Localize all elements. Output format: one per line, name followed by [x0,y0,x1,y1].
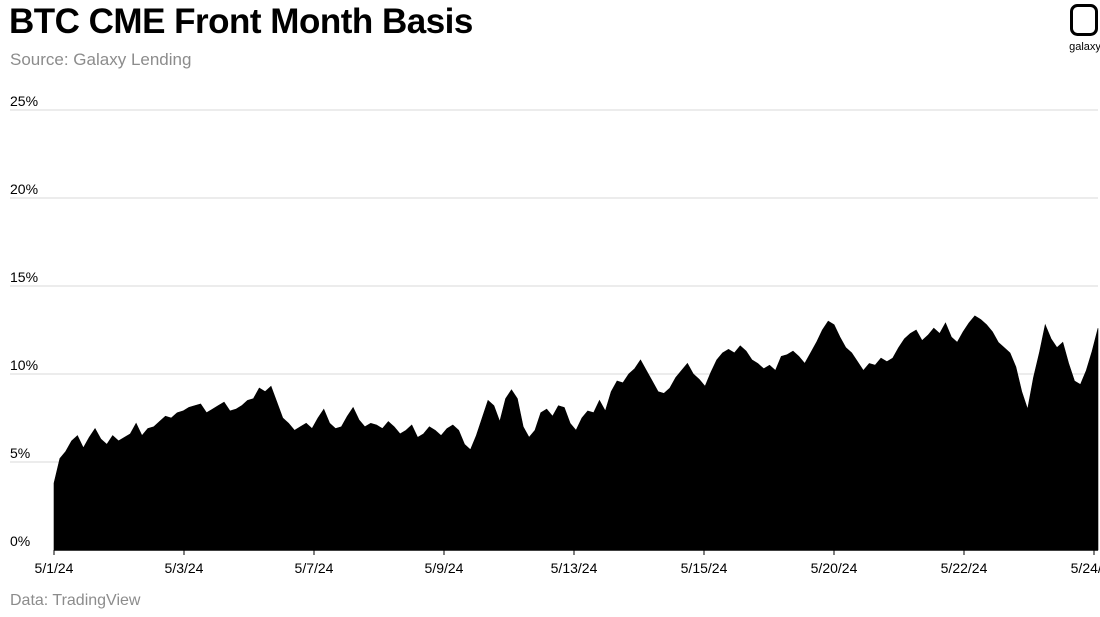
galaxy-logo: galaxy [1062,4,1100,56]
y-tick-label: 25% [10,93,38,109]
data-source-footer: Data: TradingView [10,592,141,609]
chart-title: BTC CME Front Month Basis [9,2,473,41]
x-tick-label: 5/13/24 [551,560,598,576]
logo-label: galaxy [1069,41,1100,53]
y-tick-label: 15% [10,269,38,285]
chart-subtitle: Source: Galaxy Lending [10,50,192,69]
area-series [53,315,1099,551]
basis-area [53,315,1099,551]
x-tick-label: 5/24/24 [1071,560,1100,576]
x-tick-label: 5/22/24 [941,560,988,576]
x-axis [53,549,1098,555]
y-tick-label: 5% [10,445,30,461]
y-tick-label: 0% [10,533,30,549]
x-tick-label: 5/3/24 [165,560,204,576]
y-tick-label: 20% [10,181,38,197]
galaxy-logo-icon [1070,4,1098,36]
x-tick-label: 5/9/24 [425,560,464,576]
x-tick-label: 5/7/24 [295,560,334,576]
x-tick-label: 5/20/24 [811,560,858,576]
y-tick-label: 10% [10,357,38,373]
x-tick-label: 5/1/24 [35,560,74,576]
y-axis-labels: 0% 5% 10% 15% 20% 25% [10,93,38,549]
x-axis-labels: 5/1/24 5/3/24 5/7/24 5/9/24 5/13/24 5/15/24 5/… [35,560,1100,576]
x-tick-label: 5/15/24 [681,560,728,576]
